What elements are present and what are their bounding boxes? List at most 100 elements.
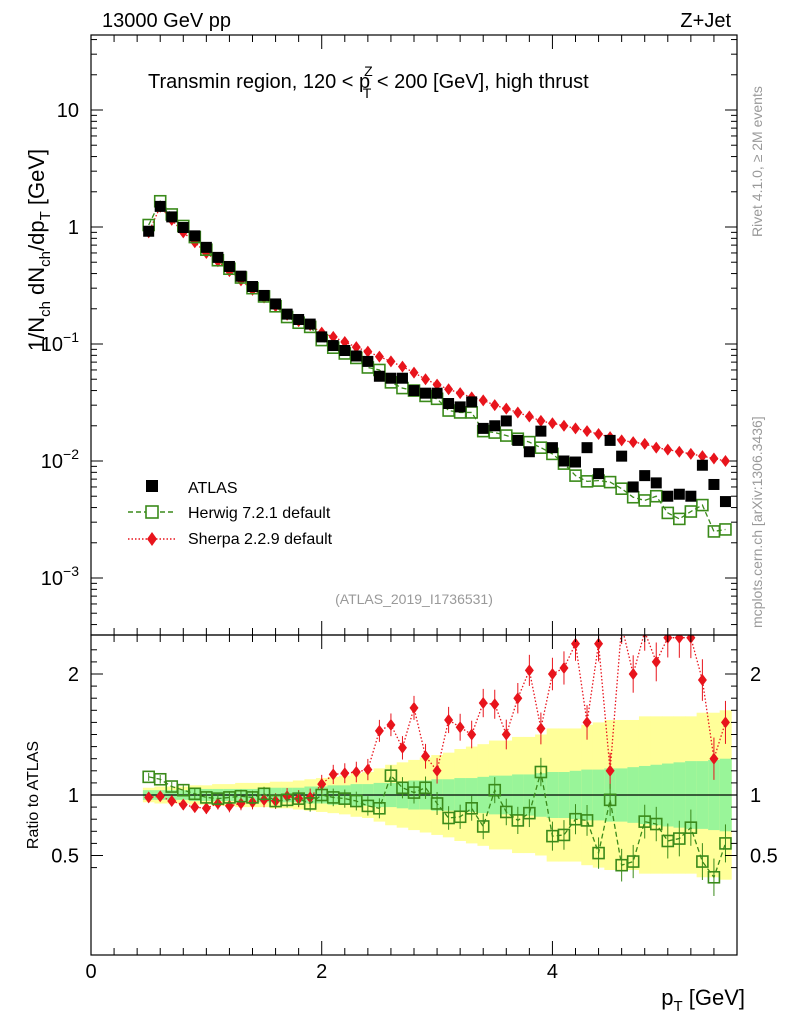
- sherpa-ratio-point: [467, 728, 477, 741]
- ratio-y-tick-label-right: 1: [750, 785, 761, 807]
- herwig-ratio-point: [696, 855, 709, 868]
- sherpa-series: [144, 200, 730, 467]
- herwig-ratio-point: [719, 837, 732, 850]
- herwig-ratio-point: [707, 870, 721, 884]
- atlas-point: [546, 442, 558, 454]
- sherpa-ratio-point: [144, 791, 154, 804]
- atlas-point: [512, 434, 524, 446]
- herwig-ratio-point: [303, 797, 317, 810]
- legend-herwig-marker: [145, 505, 159, 519]
- sherpa-point: [686, 447, 696, 460]
- herwig-ratio-point: [649, 817, 663, 831]
- sherpa-point: [674, 445, 684, 458]
- sherpa-point: [536, 414, 546, 427]
- atlas-point: [281, 308, 293, 320]
- sherpa-ratio-point: [478, 697, 488, 710]
- sherpa-ratio-point: [628, 668, 638, 680]
- herwig-ratio-point: [257, 787, 271, 801]
- legend-herwig-label: Herwig 7.2.1 default: [188, 505, 331, 522]
- sherpa-point: [386, 355, 396, 368]
- ratio-y-tick-label: 2: [68, 664, 79, 686]
- herwig-ratio-point: [430, 797, 444, 810]
- sherpa-ratio-point: [167, 795, 177, 808]
- atlas-point: [177, 222, 189, 234]
- atlas-point: [662, 490, 674, 502]
- atlas-point: [616, 450, 628, 462]
- herwig-ratio-point: [465, 802, 478, 815]
- sherpa-point: [651, 441, 661, 454]
- sherpa-point: [409, 366, 419, 379]
- mcplots-label: mcplots.cern.ch [arXiv:1306.3436]: [749, 416, 765, 628]
- sherpa-ratio-point: [547, 668, 557, 680]
- atlas-point: [270, 298, 282, 310]
- sherpa-line: [148, 205, 726, 462]
- herwig-point: [615, 482, 628, 495]
- herwig-ratio-point: [626, 855, 640, 868]
- atlas-point: [350, 350, 362, 362]
- ratio-y-tick-label-right: 2: [750, 664, 761, 686]
- atlas-point: [258, 289, 270, 301]
- atlas-point: [189, 230, 201, 242]
- herwig-ratio-point: [476, 820, 490, 833]
- main-axis-ticks: [90, 35, 738, 635]
- atlas-point: [627, 481, 639, 493]
- herwig-ratio-point: [499, 805, 513, 819]
- sherpa-ratio-point: [432, 764, 442, 777]
- herwig-ratio-point: [603, 793, 617, 807]
- ratio-y-axis-title: Ratio to ATLAS: [25, 741, 42, 849]
- sherpa-ratio-point: [190, 801, 200, 814]
- sherpa-point: [709, 452, 719, 465]
- herwig-point: [719, 523, 732, 536]
- sherpa-point: [663, 443, 673, 456]
- atlas-point: [593, 468, 605, 480]
- sherpa-point: [328, 330, 338, 343]
- atlas-point: [316, 331, 328, 343]
- herwig-ratio-point: [673, 832, 686, 845]
- ratio-y-tick-label: 0.5: [51, 846, 79, 868]
- herwig-ratio-series: [142, 757, 732, 896]
- sherpa-point: [571, 422, 580, 435]
- main-y-tick-label: 10: [57, 100, 79, 122]
- rivet-version-label: Rivet 4.1.0, ≥ 2M events: [749, 86, 765, 237]
- atlas-point: [466, 396, 478, 408]
- sherpa-ratio-point: [201, 802, 211, 815]
- sherpa-point: [524, 410, 534, 423]
- atlas-point: [570, 456, 581, 468]
- atlas-point: [385, 372, 397, 384]
- atlas-point: [673, 488, 685, 500]
- sherpa-point: [559, 419, 569, 432]
- atlas-point: [154, 200, 166, 212]
- atlas-point: [535, 425, 547, 437]
- atlas-point: [708, 478, 720, 490]
- sherpa-point: [628, 436, 638, 449]
- atlas-point: [454, 401, 466, 413]
- sherpa-ratio-point: [571, 637, 580, 650]
- main-panel: 10−3 10−2 10−1 1 10 Transmin region, 120 < p…: [41, 34, 738, 636]
- sherpa-point: [617, 434, 627, 447]
- herwig-point: [638, 494, 652, 507]
- process-label: Z+Jet: [680, 10, 731, 32]
- atlas-point: [143, 225, 155, 237]
- analysis-tag: (ATLAS_2019_I1736531): [335, 591, 493, 607]
- atlas-point: [373, 370, 385, 382]
- x-tick-label: 4: [547, 961, 558, 983]
- legend-atlas-marker: [146, 480, 158, 492]
- sherpa-ratio-point: [651, 655, 661, 668]
- ratio-y-tick-label: 1: [68, 785, 79, 807]
- sherpa-point: [455, 387, 465, 400]
- energy-label: 13000 GeV pp: [102, 10, 231, 32]
- sherpa-ratio-point: [317, 778, 327, 791]
- region-title-sup: Z: [364, 63, 373, 79]
- sherpa-ratio-point: [340, 767, 350, 780]
- atlas-point: [223, 260, 235, 272]
- sherpa-ratio-point: [444, 713, 454, 726]
- sherpa-point: [640, 437, 650, 450]
- herwig-point: [696, 498, 709, 512]
- herwig-ratio-point: [523, 806, 536, 820]
- sherpa-point: [432, 378, 442, 391]
- atlas-point: [408, 385, 420, 397]
- sherpa-point: [478, 394, 488, 407]
- sherpa-point: [697, 450, 707, 463]
- atlas-point: [200, 241, 212, 253]
- legend-sherpa-marker: [147, 532, 157, 546]
